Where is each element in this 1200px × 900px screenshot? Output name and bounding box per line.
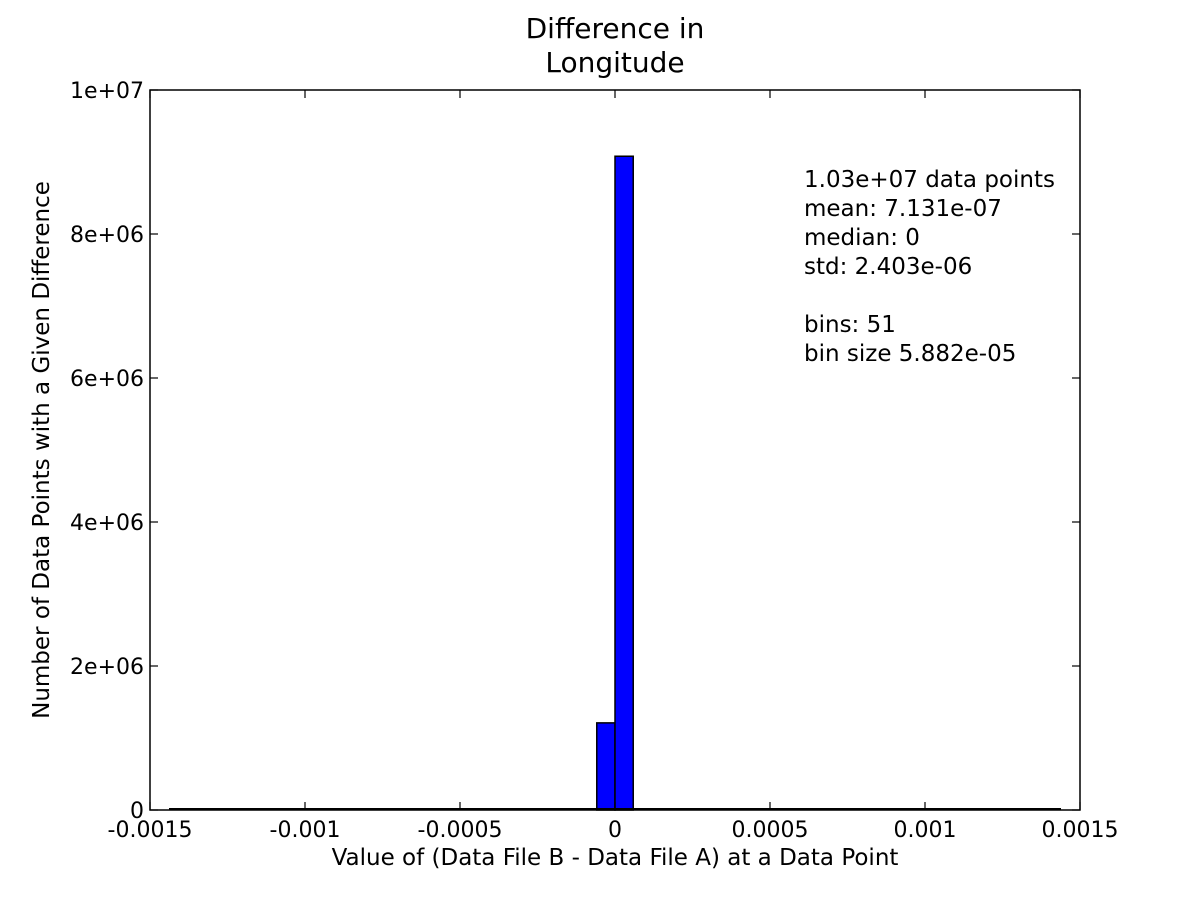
x-tick-label: -0.0015 xyxy=(108,818,193,843)
stats-line: bins: 51 xyxy=(804,312,896,338)
x-tick-label: 0.001 xyxy=(894,818,957,843)
histogram-bar xyxy=(614,155,634,811)
y-axis-ticks: 0 2e+06 4e+06 6e+06 8e+06 1e+07 xyxy=(70,79,1080,824)
x-tick-label: 0.0015 xyxy=(1042,818,1119,843)
x-tick-label: -0.0005 xyxy=(418,818,503,843)
stats-line: std: 2.403e-06 xyxy=(804,254,972,280)
chart-title-line: Difference in xyxy=(526,12,705,45)
x-tick-label: 0 xyxy=(608,818,622,843)
y-tick-label: 1e+07 xyxy=(70,79,144,104)
y-tick-label: 0 xyxy=(130,799,144,824)
x-axis-ticks: -0.0015 -0.001 -0.0005 0 0.0005 0.001 0.0015 xyxy=(108,90,1119,843)
stats-annotation: 1.03e+07 data points mean: 7.131e-07 media… xyxy=(804,167,1055,367)
y-tick-label: 2e+06 xyxy=(70,655,144,680)
stats-line: bin size 5.882e-05 xyxy=(804,341,1016,367)
x-axis-label: Value of (Data File B - Data File A) at … xyxy=(332,845,899,871)
y-tick-label: 4e+06 xyxy=(70,511,144,536)
stats-line: median: 0 xyxy=(804,225,920,251)
histogram-bars xyxy=(596,155,634,811)
x-tick-label: -0.001 xyxy=(270,818,341,843)
chart-title-line: Longitude xyxy=(545,46,684,79)
y-tick-label: 6e+06 xyxy=(70,367,144,392)
stats-line: 1.03e+07 data points xyxy=(804,167,1055,193)
histogram-bar xyxy=(596,722,616,811)
y-axis-label: Number of Data Points with a Given Diffe… xyxy=(29,181,55,719)
y-tick-label: 8e+06 xyxy=(70,223,144,248)
stats-line: mean: 7.131e-07 xyxy=(804,196,1002,222)
x-tick-label: 0.0005 xyxy=(732,818,809,843)
